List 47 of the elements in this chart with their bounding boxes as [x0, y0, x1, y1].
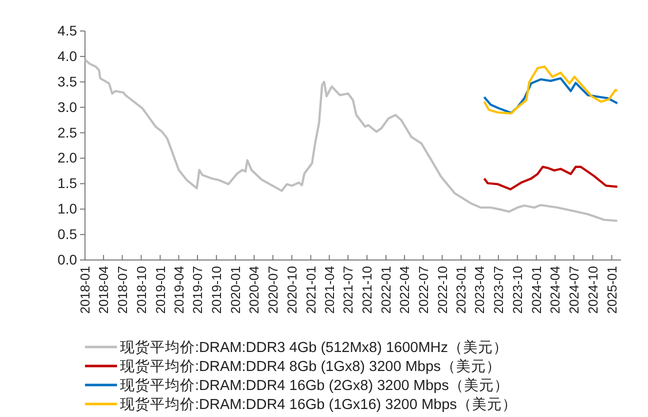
- legend-label: 现货平均价:DRAM:DDR3 4Gb (512Mx8) 1600MHz（美元）: [120, 339, 508, 356]
- x-tick-label: 2018-01: [78, 266, 93, 314]
- x-tick-label: 2022-07: [416, 266, 431, 314]
- y-tick-label: 0.5: [58, 226, 78, 242]
- x-tick-label: 2019-04: [171, 266, 186, 314]
- x-tick-label: 2021-04: [322, 266, 337, 314]
- x-tick-label: 2025-01: [604, 266, 620, 314]
- y-tick-label: 4.0: [58, 48, 78, 64]
- y-tick-label: 1.5: [58, 175, 78, 192]
- y-tick-label: 3.5: [58, 73, 78, 90]
- x-tick-label: 2022-10: [434, 266, 450, 314]
- x-tick-label: 2024-07: [566, 266, 582, 314]
- y-tick-label: 2.5: [58, 124, 78, 140]
- x-tick-label: 2023-04: [472, 266, 488, 314]
- legend-label: 现货平均价:DRAM:DDR4 16Gb (2Gx8) 3200 Mbps（美元）: [120, 377, 509, 394]
- x-tick-label: 2018-07: [114, 266, 130, 314]
- x-tick-label: 2023-01: [454, 266, 469, 314]
- legend-label: 现货平均价:DRAM:DDR4 16Gb (1Gx16) 3200 Mbps（美元）: [120, 396, 517, 414]
- y-tick-label: 3.0: [58, 98, 78, 115]
- x-tick-label: 2022-01: [378, 266, 394, 314]
- legend-label: 现货平均价:DRAM:DDR4 8Gb (1Gx8) 3200 Mbps（美元）: [120, 358, 501, 376]
- line-series: [483, 166, 618, 190]
- line-series: [483, 66, 618, 115]
- x-tick-label: 2019-10: [208, 266, 224, 314]
- x-tick-label: 2021-07: [340, 266, 356, 314]
- y-tick-label: 2.0: [58, 150, 78, 166]
- x-tick-label: 2023-10: [510, 266, 525, 314]
- line-series: [84, 58, 618, 222]
- x-tick-label: 2023-07: [490, 266, 506, 314]
- x-tick-label: 2024-01: [528, 266, 544, 314]
- x-tick-label: 2020-01: [228, 266, 243, 314]
- x-tick-label: 2019-07: [190, 266, 206, 314]
- x-tick-label: 2020-10: [284, 266, 300, 314]
- x-tick-label: 2024-10: [585, 266, 600, 314]
- y-tick-label: 0.0: [58, 251, 78, 268]
- y-tick-label: 1.0: [58, 200, 78, 217]
- x-tick-label: 2018-04: [96, 266, 112, 314]
- x-tick-label: 2021-01: [303, 266, 318, 314]
- x-tick-label: 2020-04: [246, 266, 262, 314]
- y-tick-label: 4.5: [58, 22, 78, 38]
- x-tick-label: 2022-04: [397, 266, 412, 314]
- x-tick-label: 2021-10: [360, 266, 375, 314]
- x-tick-label: 2018-10: [134, 266, 149, 314]
- x-tick-label: 2024-04: [548, 266, 563, 314]
- x-tick-label: 2019-01: [152, 266, 168, 314]
- line-series: [483, 77, 618, 114]
- x-tick-label: 2020-07: [265, 266, 280, 314]
